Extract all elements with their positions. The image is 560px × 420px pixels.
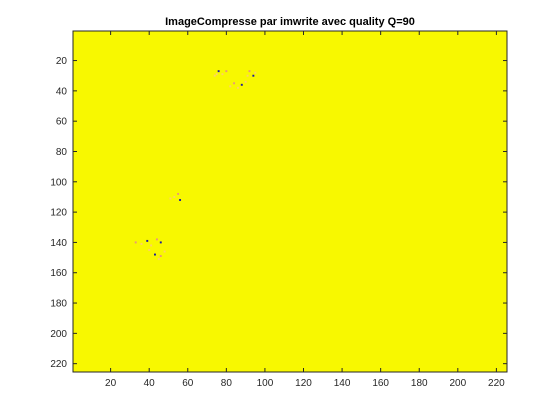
image-background	[73, 31, 507, 372]
y-tick-label: 40	[56, 86, 68, 97]
x-tick-label: 120	[295, 378, 312, 389]
artifact-pixel	[150, 244, 153, 247]
artifact-pixel	[157, 258, 160, 261]
artifact-pixel	[169, 197, 172, 200]
y-tick-label: 20	[56, 56, 68, 67]
artifact-pixel	[248, 70, 251, 73]
x-tick-label: 160	[372, 378, 389, 389]
y-tick-label: 160	[50, 268, 67, 279]
artifact-pixel	[146, 239, 149, 242]
x-tick-label: 60	[182, 378, 194, 389]
artifact-pixel	[229, 85, 232, 88]
artifact-pixel	[154, 253, 156, 256]
x-tick-label: 140	[334, 378, 351, 389]
artifact-pixel	[163, 250, 166, 253]
artifact-pixel	[134, 241, 137, 244]
x-tick-label: 220	[488, 378, 505, 389]
artifact-pixel	[215, 73, 218, 76]
artifact-pixel	[179, 199, 182, 201]
artifact-pixel	[159, 255, 162, 258]
artifact-pixel	[246, 74, 249, 77]
artifact-pixel	[240, 83, 243, 86]
artifact-pixel	[244, 80, 247, 83]
artifact-pixel	[159, 241, 162, 244]
x-tick-label: 200	[449, 378, 466, 389]
artifact-pixel	[155, 238, 158, 241]
x-tick-label: 20	[105, 378, 117, 389]
artifact-pixel	[140, 242, 143, 245]
artifact-pixel	[177, 192, 180, 195]
y-tick-label: 60	[56, 117, 68, 128]
y-tick-label: 120	[50, 208, 67, 219]
x-tick-label: 180	[411, 378, 428, 389]
artifact-pixel	[225, 70, 228, 73]
artifact-pixel	[252, 74, 255, 77]
y-tick-label: 220	[50, 359, 67, 370]
x-tick-label: 100	[257, 378, 274, 389]
ticks-layer: 20 40 60 80 100 120 140 160 180 200 220 20 40 60 80 100…	[50, 31, 507, 389]
y-tick-label: 140	[50, 238, 67, 249]
y-tick-label: 80	[56, 147, 68, 158]
axes-box	[72, 30, 508, 373]
artifact-pixel	[213, 74, 216, 77]
artifact-pixel	[254, 71, 257, 74]
artifact-pixel	[233, 82, 236, 85]
image-layer	[73, 31, 507, 372]
artifact-pixel	[217, 70, 220, 73]
artifact-pixel	[148, 249, 151, 251]
y-tick-label: 200	[50, 329, 67, 340]
chart-title: ImageCompresse par imwrite avec quality …	[165, 16, 415, 28]
y-tick-label: 180	[50, 299, 67, 310]
artifact-pixel	[236, 86, 239, 89]
artifact-pixel	[173, 195, 176, 198]
y-tick-label: 100	[50, 177, 67, 188]
artifact-pixel	[221, 73, 224, 76]
x-tick-label: 40	[144, 378, 156, 389]
x-tick-label: 80	[221, 378, 233, 389]
